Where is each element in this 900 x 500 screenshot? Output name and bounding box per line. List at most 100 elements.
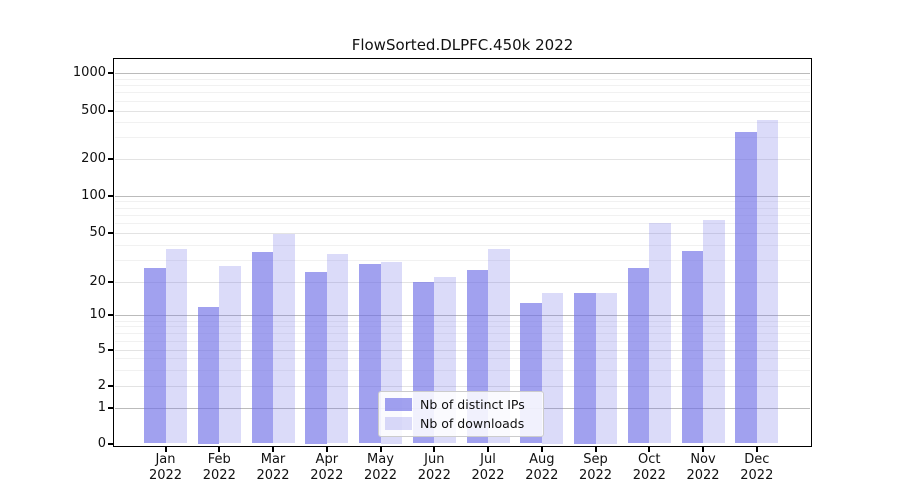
major-gridline	[115, 158, 810, 160]
bar-downloads-aug	[541, 292, 564, 444]
minor-gridline	[115, 245, 810, 246]
x-tick-label: Jul 2022	[471, 452, 505, 483]
x-tick	[540, 447, 543, 452]
bar-distinct-ips-jan	[144, 267, 166, 444]
minor-gridline	[115, 137, 810, 139]
x-tick	[755, 447, 758, 452]
minor-gridline	[115, 358, 810, 360]
bar-downloads-nov	[703, 219, 725, 444]
minor-gridline	[115, 92, 810, 94]
y-tick-label: 5	[97, 341, 106, 357]
y-tick	[108, 72, 113, 75]
minor-gridline	[115, 332, 810, 334]
major-gridline	[115, 233, 810, 235]
minor-gridline	[115, 207, 810, 209]
minor-gridline	[115, 85, 810, 87]
major-gridline	[115, 281, 810, 283]
y-tick	[108, 157, 113, 160]
y-tick-label: 200	[81, 150, 106, 166]
y-tick-label: 0	[97, 435, 106, 451]
x-tick-label: Sep 2022	[578, 452, 613, 483]
y-tick	[108, 348, 113, 351]
legend-row-downloads: Nb of downloads	[385, 415, 537, 432]
bar-downloads-sep	[595, 292, 617, 444]
y-tick	[108, 194, 113, 197]
minor-gridline	[115, 201, 810, 203]
bar-distinct-ips-mar	[251, 252, 273, 444]
bar-distinct-ips-sep	[574, 292, 596, 444]
y-tick-label: 100	[81, 187, 106, 203]
y-tick-label: 20	[89, 273, 106, 289]
legend-label-downloads: Nb of downloads	[420, 416, 525, 431]
x-tick	[702, 447, 704, 452]
x-tick	[433, 447, 436, 452]
y-tick-label: 1000	[72, 65, 106, 81]
y-tick	[108, 109, 113, 112]
x-tick-label: Mar 2022	[256, 452, 290, 483]
x-tick-label: Jan 2022	[148, 452, 183, 483]
minor-gridline	[115, 326, 810, 328]
minor-gridline	[115, 79, 810, 80]
major-gridline	[115, 110, 810, 112]
chart-title: FlowSorted.DLPFC.450k 2022	[351, 36, 574, 54]
major-gridline	[115, 73, 810, 75]
bar-distinct-ips-nov	[681, 250, 703, 444]
bar-distinct-ips-apr	[305, 272, 327, 444]
x-tick-label: May 2022	[363, 452, 398, 483]
x-tick-label: Feb 2022	[202, 452, 236, 483]
y-tick-label: 1	[97, 400, 106, 415]
bar-distinct-ips-feb	[197, 306, 220, 444]
bar-downloads-mar	[273, 234, 295, 444]
legend-swatch-distinct-ips	[385, 398, 412, 411]
y-tick-label: 500	[81, 102, 106, 118]
minor-gridline	[115, 214, 810, 216]
x-tick	[594, 447, 597, 452]
bar-distinct-ips-dec	[735, 132, 757, 444]
major-gridline	[115, 315, 810, 317]
x-tick-label: Nov 2022	[686, 452, 720, 483]
legend-swatch-downloads	[385, 417, 412, 430]
y-tick	[108, 384, 113, 387]
minor-gridline	[115, 122, 810, 124]
y-tick-label: 10	[89, 307, 106, 323]
y-tick	[108, 442, 113, 445]
bar-downloads-dec	[756, 119, 779, 444]
major-gridline	[115, 195, 810, 197]
y-tick-label: 50	[89, 225, 106, 241]
y-tick-label: 2	[97, 377, 106, 393]
y-tick	[108, 280, 113, 283]
x-tick-label: Apr 2022	[310, 452, 344, 483]
bar-distinct-ips-may	[359, 263, 381, 444]
x-tick-label: Jun 2022	[417, 452, 451, 483]
bar-downloads-jan	[165, 249, 187, 444]
x-tick-label: Aug 2022	[525, 452, 559, 483]
legend-row-distinct-ips: Nb of distinct IPs	[385, 396, 537, 413]
legend-label-distinct-ips: Nb of distinct IPs	[420, 397, 525, 412]
y-tick	[108, 407, 113, 409]
x-tick	[218, 447, 221, 452]
y-tick	[108, 314, 113, 317]
minor-gridline	[115, 223, 810, 225]
legend: Nb of distinct IPs Nb of downloads	[378, 391, 544, 437]
minor-gridline	[115, 369, 810, 371]
major-gridline	[115, 385, 810, 387]
minor-gridline	[115, 340, 810, 342]
x-tick-label: Dec 2022	[740, 452, 774, 483]
major-gridline	[115, 349, 810, 351]
minor-gridline	[115, 100, 810, 102]
bar-downloads-apr	[326, 253, 349, 444]
x-tick	[272, 447, 274, 452]
bar-downloads-oct	[649, 223, 671, 444]
bar-distinct-ips-oct	[627, 267, 650, 444]
x-tick	[379, 447, 382, 452]
bar-downloads-feb	[219, 265, 241, 444]
x-tick	[648, 447, 651, 452]
x-tick	[487, 447, 489, 452]
x-tick	[325, 447, 328, 452]
x-tick-label: Oct 2022	[632, 452, 666, 483]
minor-gridline	[115, 260, 810, 262]
minor-gridline	[115, 320, 810, 322]
y-tick	[108, 232, 113, 235]
x-tick	[164, 447, 167, 452]
